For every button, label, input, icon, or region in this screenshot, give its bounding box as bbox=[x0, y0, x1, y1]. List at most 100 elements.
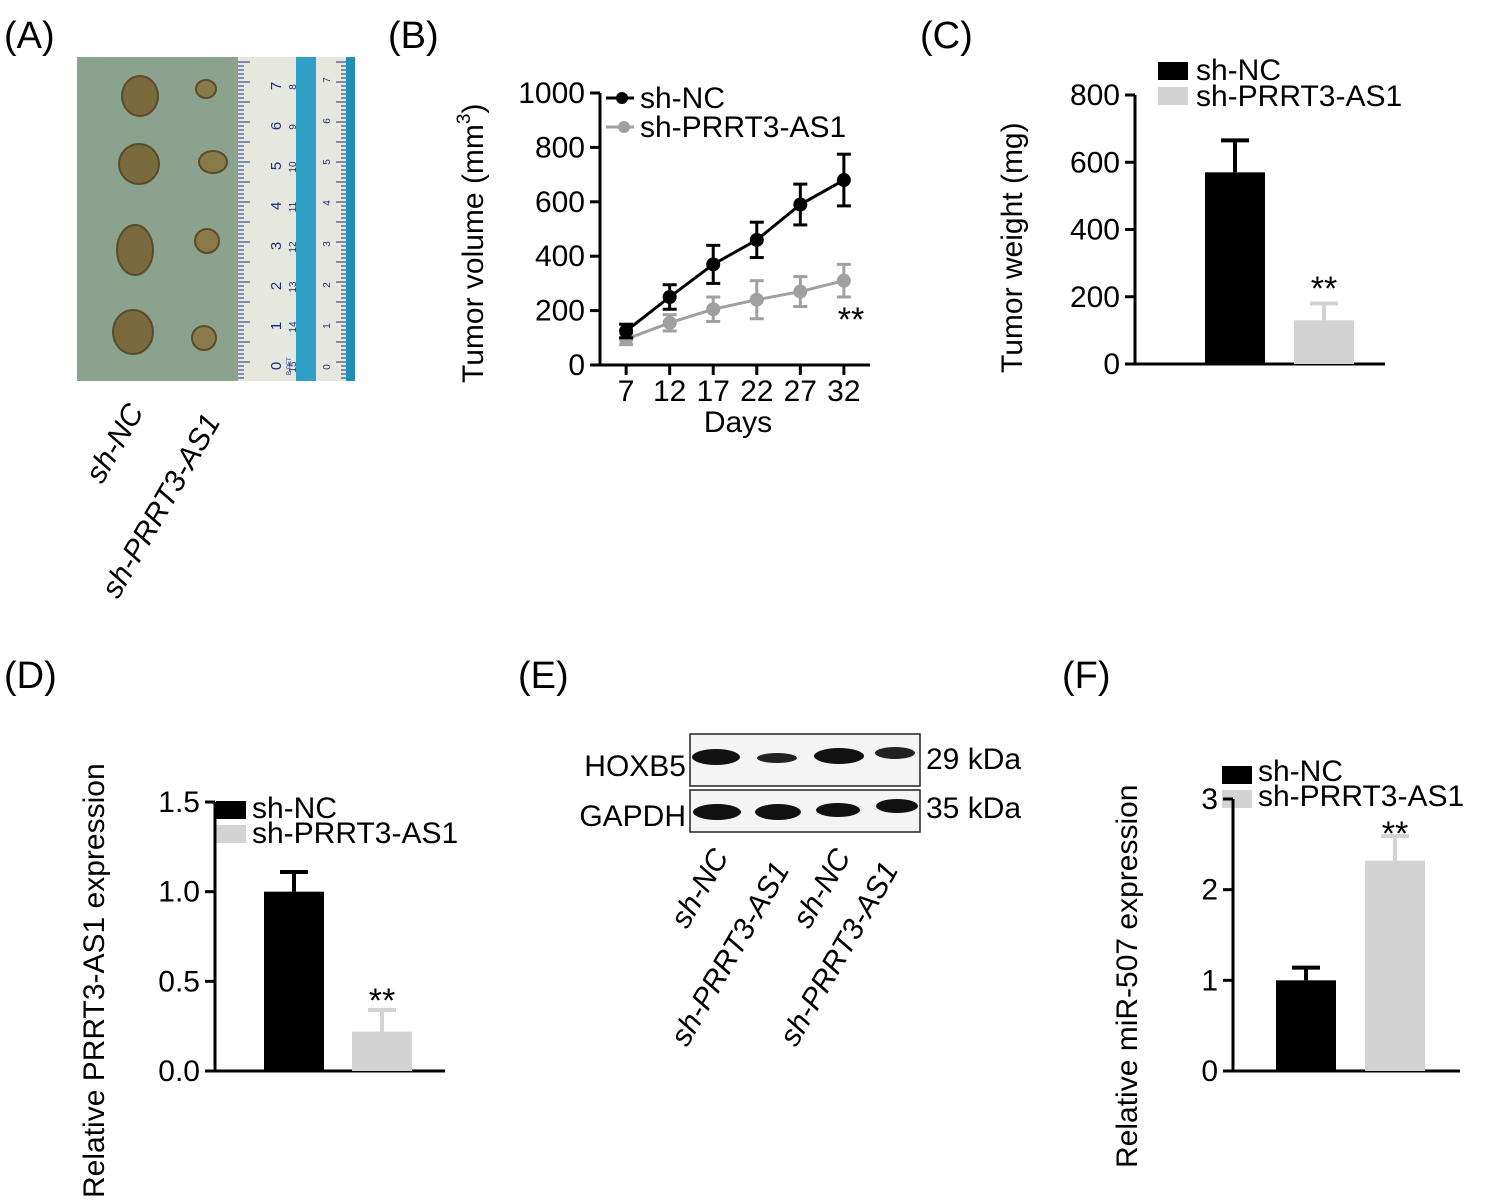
y-tick-label: 400 bbox=[535, 240, 585, 273]
legend-swatch-sh-prrt3-as1 bbox=[1222, 790, 1252, 808]
band-gapdh-lane-2 bbox=[755, 804, 801, 820]
ruler-number: 3 bbox=[322, 241, 333, 247]
data-point-sh-prrt3-as1 bbox=[662, 315, 677, 330]
panel-label-e: (E) bbox=[518, 655, 569, 697]
data-point-sh-nc bbox=[749, 232, 764, 247]
x-tick-label: 27 bbox=[784, 375, 817, 408]
legend: sh-NC sh-PRRT3-AS1 bbox=[1158, 54, 1402, 113]
legend-label-sh-nc: sh-NC bbox=[1196, 54, 1281, 87]
ruler-number: 9 bbox=[288, 124, 299, 130]
legend-swatch-sh-prrt3-as1 bbox=[216, 825, 246, 843]
bar-sh-prrt3-as1 bbox=[1294, 320, 1354, 364]
ruler-number: 12 bbox=[288, 241, 299, 253]
y-tick-label: 2 bbox=[1201, 874, 1218, 907]
tumor-sh-prrt3-as1 bbox=[191, 325, 217, 351]
band-gapdh-lane-4 bbox=[876, 799, 918, 813]
x-tick-label: 7 bbox=[618, 375, 635, 408]
band-gapdh-lane-1 bbox=[693, 804, 741, 820]
panel-label-b: (B) bbox=[388, 15, 439, 57]
tumor-row-4 bbox=[112, 309, 217, 355]
legend-swatch-sh-nc bbox=[1158, 62, 1188, 80]
panel-f-bar-chart: Relative miR-507 expression sh-NC sh-PRR… bbox=[1111, 755, 1464, 1168]
panel-label-f: (F) bbox=[1062, 655, 1111, 697]
tumor-row-2 bbox=[118, 143, 228, 185]
panel-c-bar-chart: Tumor weight (mg) sh-NC sh-PRRT3-AS1 ** … bbox=[996, 54, 1402, 381]
band-hoxb5-lane-2 bbox=[757, 753, 797, 763]
data-point-sh-nc bbox=[793, 197, 808, 212]
blot-hoxb5 bbox=[689, 733, 921, 787]
ruler-number: 13 bbox=[288, 281, 299, 293]
band-hoxb5-lane-1 bbox=[692, 749, 740, 765]
legend-swatch-sh-prrt3-as1 bbox=[1158, 87, 1188, 105]
ruler-number: 0 bbox=[268, 362, 285, 370]
ruler-number: 5 bbox=[268, 162, 285, 170]
ruler-number: 4 bbox=[322, 200, 333, 206]
ruler-edge bbox=[346, 57, 355, 381]
bar-sh-prrt3-as1 bbox=[1365, 860, 1425, 1071]
tumor-sh-prrt3-as1 bbox=[195, 79, 217, 99]
legend: sh-NC sh-PRRT3-AS1 bbox=[216, 792, 458, 850]
legend-label-sh-prrt3-as1: sh-PRRT3-AS1 bbox=[252, 817, 458, 850]
panel-label-a: (A) bbox=[4, 15, 55, 57]
y-axis-label: Tumor weight (mg) bbox=[996, 122, 1029, 373]
ruler-number: 14 bbox=[288, 321, 299, 333]
data-point-sh-prrt3-as1 bbox=[706, 302, 721, 317]
ruler-number: 1 bbox=[322, 323, 333, 329]
x-tick-label: 32 bbox=[827, 375, 860, 408]
y-tick-label: 0 bbox=[1201, 1055, 1218, 1088]
series-line-sh-nc bbox=[625, 178, 845, 333]
series-line-sh-prrt3-as1 bbox=[625, 279, 845, 341]
y-tick-label: 0 bbox=[568, 349, 585, 382]
panel-e-western-blot: HOXB5 GAPDH 29 kDa 35 kDa sh-NC sh-PRRT3… bbox=[579, 733, 1021, 1052]
y-tick-label: 400 bbox=[1070, 214, 1120, 247]
y-tick-label: 0.5 bbox=[158, 965, 200, 998]
ruler-number: 15 bbox=[288, 361, 299, 373]
y-tick-label: 0.0 bbox=[158, 1055, 200, 1088]
legend-marker-sh-nc bbox=[616, 92, 628, 104]
y-tick-label: 200 bbox=[535, 295, 585, 328]
y-tick-label: 200 bbox=[1070, 281, 1120, 314]
legend-label-sh-nc: sh-NC bbox=[1258, 755, 1343, 788]
legend-swatch-sh-nc bbox=[216, 801, 246, 819]
data-point-sh-nc bbox=[836, 173, 851, 188]
x-tick-label: 12 bbox=[653, 375, 686, 408]
panel-label-c: (C) bbox=[920, 15, 973, 57]
legend: sh-NC sh-PRRT3-AS1 bbox=[1222, 755, 1464, 813]
tumor-sh-prrt3-as1 bbox=[194, 228, 220, 254]
y-tick-label: 1 bbox=[1201, 964, 1218, 997]
data-point-sh-prrt3-as1 bbox=[793, 284, 808, 299]
ruler bbox=[238, 57, 346, 381]
ruler-strip bbox=[296, 57, 316, 381]
data-point-sh-prrt3-as1 bbox=[749, 292, 764, 307]
tumor-row-3 bbox=[116, 224, 220, 276]
tumor-sh-nc bbox=[121, 75, 159, 117]
legend-label-sh-nc: sh-NC bbox=[640, 82, 725, 115]
legend-label-sh-nc: sh-NC bbox=[252, 792, 337, 825]
y-tick-label: 600 bbox=[535, 186, 585, 219]
bar-sh-nc bbox=[1205, 172, 1265, 364]
y-tick-label: 800 bbox=[1070, 79, 1120, 112]
ruler-number: 7 bbox=[268, 82, 285, 90]
y-tick-label: 0 bbox=[1103, 348, 1120, 381]
legend-label-sh-prrt3-as1: sh-PRRT3-AS1 bbox=[1196, 80, 1402, 113]
ruler-number: 7 bbox=[322, 77, 333, 83]
legend-marker-sh-prrt3-as1 bbox=[618, 121, 630, 133]
y-axis-label: Relative PRRT3-AS1 expression bbox=[78, 763, 111, 1198]
x-tick-label: 22 bbox=[740, 375, 773, 408]
ruler-number: 6 bbox=[322, 118, 333, 124]
band-hoxb5-lane-3 bbox=[814, 748, 864, 764]
y-axis-label: Relative miR-507 expression bbox=[1111, 785, 1144, 1169]
band-weight-gapdh: 35 kDa bbox=[926, 792, 1021, 825]
tumor-sh-nc bbox=[112, 309, 154, 355]
tumor-sh-nc bbox=[118, 143, 160, 185]
tumor-sh-nc bbox=[116, 224, 154, 276]
y-tick-label: 600 bbox=[1070, 146, 1120, 179]
x-tick-label: 17 bbox=[697, 375, 730, 408]
ruler-number: 5 bbox=[322, 159, 333, 165]
sample-label-sh-nc: sh-NC bbox=[79, 398, 150, 488]
x-axis-label: Days bbox=[704, 406, 772, 439]
ruler-brand: B-PET bbox=[287, 357, 293, 375]
band-label-gapdh: GAPDH bbox=[579, 800, 686, 833]
ruler-number: 8 bbox=[288, 84, 299, 90]
